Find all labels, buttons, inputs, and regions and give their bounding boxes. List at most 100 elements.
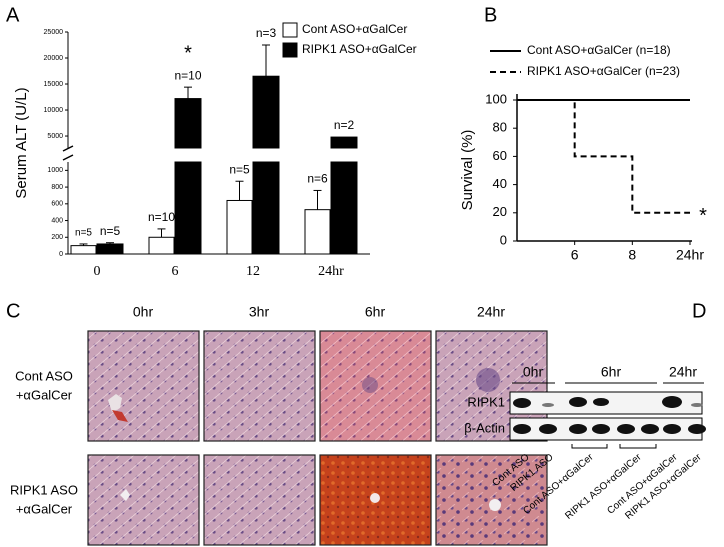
- y-tick-label: 80: [493, 120, 507, 135]
- band: [592, 424, 610, 434]
- bar: [252, 75, 280, 149]
- y-tick-label: 1000: [47, 167, 63, 174]
- n-label: n=3: [256, 26, 277, 40]
- y-axis-label: Serum ALT (U/L): [13, 87, 30, 198]
- protein-label: β-Actin: [464, 420, 505, 435]
- y-tick-label: 400: [51, 217, 63, 224]
- vessel: [370, 493, 380, 503]
- bar: [252, 161, 280, 255]
- band: [513, 424, 531, 434]
- n-label: n=6: [307, 172, 328, 186]
- bar: [70, 245, 97, 255]
- band: [617, 424, 635, 434]
- band: [688, 424, 706, 434]
- legend-label: Cont ASO+αGalCer (n=18): [527, 43, 671, 57]
- y-tick-label: 0: [500, 232, 507, 247]
- axis-break: [62, 145, 74, 152]
- column-label: 0hr: [133, 304, 154, 320]
- blot-bands: [513, 396, 706, 434]
- bar: [330, 136, 358, 149]
- tissue-image: [203, 454, 316, 546]
- n-label: n=10: [174, 68, 201, 82]
- column-label: 3hr: [249, 304, 270, 320]
- y-tick-label: 5000: [47, 133, 63, 140]
- significance-mark: *: [699, 205, 707, 227]
- bar: [304, 209, 331, 255]
- tissue-features: [108, 368, 501, 511]
- x-tick-label: 12: [246, 264, 260, 279]
- n-label: n=5: [100, 224, 121, 238]
- panel-letter: B: [484, 4, 497, 26]
- y-tick-label: 60: [493, 148, 507, 163]
- lane-bracket: [619, 444, 657, 449]
- y-tick-label: 800: [51, 184, 63, 191]
- band: [569, 424, 587, 434]
- band: [641, 424, 659, 434]
- histology-images: [87, 330, 548, 546]
- y-tick-label: 0: [59, 251, 63, 258]
- bar: [148, 236, 175, 255]
- row-label: +αGalCer: [16, 387, 73, 402]
- tissue-image: [435, 454, 548, 546]
- y-tick-label: 40: [493, 176, 507, 191]
- lane-bracket: [571, 444, 608, 449]
- axis-break: [62, 154, 74, 161]
- y-tick-label: 15000: [44, 81, 64, 88]
- row-label: Cont ASO: [15, 368, 73, 383]
- y-tick-label: 20000: [44, 55, 64, 62]
- tissue-image: [319, 330, 432, 442]
- x-tick-label: 8: [628, 247, 636, 263]
- band: [539, 424, 557, 434]
- panel-letter: A: [6, 4, 20, 26]
- infiltrate: [476, 368, 500, 392]
- y-tick-label: 20: [493, 204, 507, 219]
- tissue-image: [87, 330, 200, 442]
- bar: [174, 161, 202, 255]
- vessel: [120, 489, 130, 501]
- infiltrate: [362, 377, 378, 393]
- row-label: +αGalCer: [16, 501, 73, 516]
- significance-mark: *: [184, 42, 192, 64]
- y-tick-label: 100: [485, 91, 507, 106]
- x-tick-label: 24hr: [318, 264, 344, 279]
- x-tick-label: 0: [94, 264, 101, 279]
- band: [513, 398, 531, 408]
- legend-swatch: [282, 42, 298, 58]
- y-axis-label: Survival (%): [459, 130, 476, 211]
- hemorrhage: [112, 410, 128, 422]
- tissue-image: [203, 330, 316, 442]
- band: [593, 398, 609, 406]
- x-tick-label: 6: [571, 247, 579, 263]
- y-tick-label: 25000: [44, 29, 64, 36]
- column-label: 6hr: [365, 304, 386, 320]
- n-label: n=5: [229, 162, 250, 176]
- survival-line: [517, 99, 690, 214]
- vessel: [489, 499, 501, 511]
- panel-letter: D: [692, 300, 706, 322]
- bar: [226, 199, 253, 255]
- legend-label: RIPK1 ASO+αGalCer (n=23): [527, 64, 680, 78]
- legend-label: RIPK1 ASO+αGalCer: [302, 42, 417, 56]
- n-label: n=5: [75, 228, 92, 239]
- band: [691, 403, 703, 407]
- bar: [96, 243, 124, 255]
- protein-label: RIPK1: [467, 394, 505, 409]
- column-label: 24hr: [477, 304, 505, 320]
- time-label: 6hr: [601, 364, 622, 380]
- bar: [330, 161, 358, 255]
- x-tick-label: 24hr: [676, 247, 704, 263]
- n-label: n=10: [148, 210, 175, 224]
- brackets: [512, 382, 704, 449]
- y-tick-label: 200: [51, 234, 63, 241]
- y-tick-label: 10000: [44, 107, 64, 114]
- band: [542, 403, 554, 407]
- band: [662, 396, 682, 408]
- band: [663, 424, 681, 434]
- time-label: 24hr: [669, 364, 697, 380]
- band: [569, 397, 587, 407]
- time-label: 0hr: [523, 364, 544, 380]
- vessel: [108, 394, 122, 412]
- legend-swatch: [282, 22, 298, 38]
- n-label: n=2: [334, 118, 355, 132]
